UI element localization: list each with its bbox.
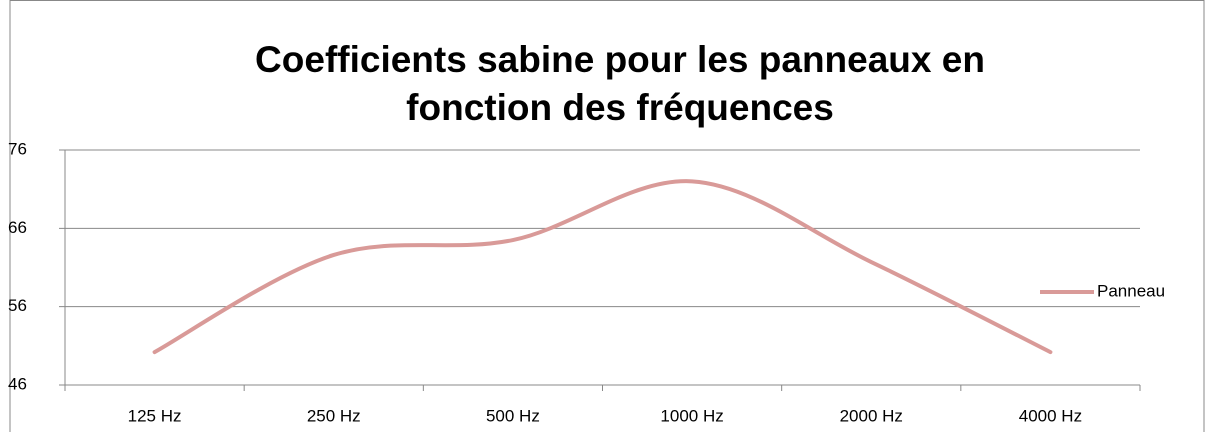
y-tick-label: 46 (8, 374, 27, 393)
series-line (152, 179, 1053, 355)
y-tick-label: 66 (8, 218, 27, 237)
x-tick-label: 4000 Hz (1019, 406, 1082, 425)
chart-border (9, 0, 1205, 432)
x-tick-label: 2000 Hz (840, 406, 903, 425)
chart-title: Coefficients sabine pour les panneaux en… (255, 39, 985, 128)
x-tick-label: 1000 Hz (660, 406, 723, 425)
y-tick-label: 56 (8, 296, 27, 315)
legend-label: Panneau (1097, 281, 1165, 300)
y-tick-label: 76 (8, 139, 27, 158)
x-tick-label: 250 Hz (307, 406, 361, 425)
x-tick-label: 125 Hz (128, 406, 182, 425)
x-tick-label: 500 Hz (486, 406, 540, 425)
